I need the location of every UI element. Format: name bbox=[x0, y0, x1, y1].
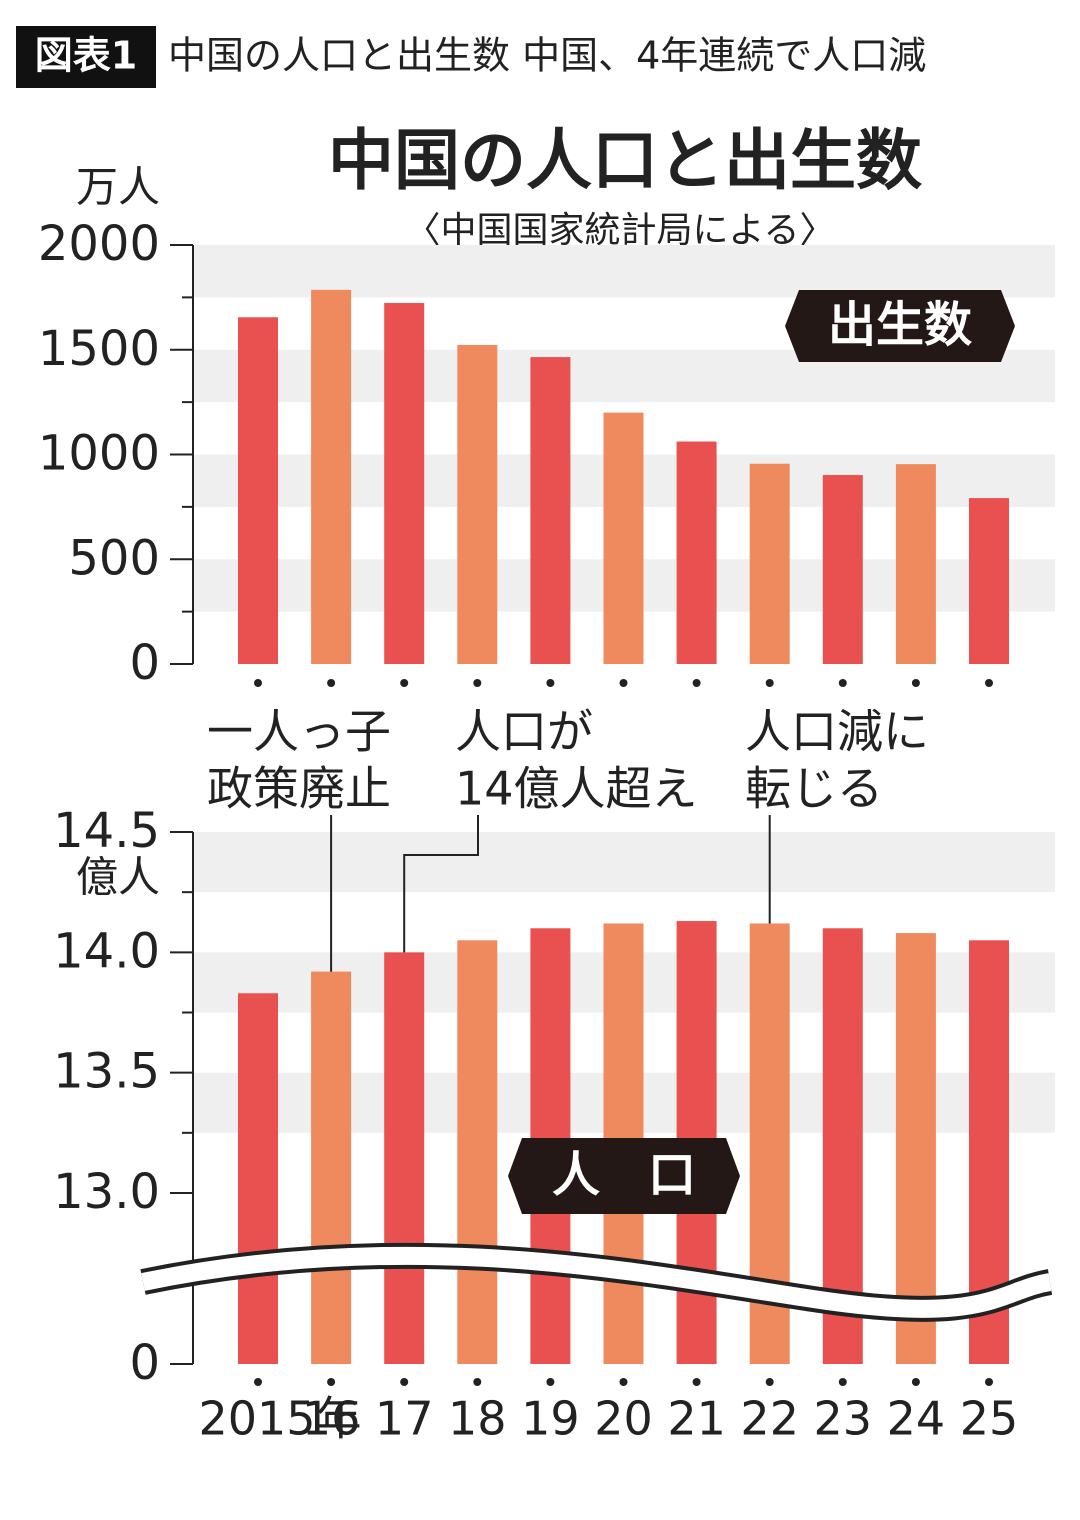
dot bbox=[838, 679, 847, 687]
bar bbox=[530, 357, 571, 664]
x-tick-label: 2015年 bbox=[198, 1392, 361, 1446]
dot bbox=[327, 1378, 336, 1386]
dot bbox=[546, 1378, 555, 1386]
bar bbox=[457, 940, 498, 1364]
bar bbox=[457, 344, 498, 664]
dot bbox=[546, 679, 555, 687]
badge: 人 口 bbox=[552, 1147, 696, 1203]
x-tick-label: 25 bbox=[960, 1392, 1019, 1446]
annotation: 人口が bbox=[455, 705, 593, 759]
dot bbox=[985, 679, 993, 687]
header-badge: 図表1 bbox=[35, 34, 137, 78]
bar bbox=[676, 441, 717, 664]
badge-box bbox=[785, 290, 1015, 362]
y-tick-label: 0 bbox=[129, 1335, 160, 1391]
dot bbox=[692, 1378, 701, 1386]
y-tick-label: 1000 bbox=[38, 426, 160, 482]
annotation: 人口減に bbox=[745, 705, 929, 759]
grid-band bbox=[193, 245, 1055, 298]
y-tick-label: 13.0 bbox=[53, 1164, 160, 1220]
bar bbox=[238, 317, 278, 664]
y-tick-label: 1500 bbox=[38, 321, 160, 377]
dot bbox=[473, 679, 482, 687]
bar bbox=[311, 289, 352, 664]
bar bbox=[384, 303, 425, 664]
y-unit: 億人 bbox=[76, 853, 160, 902]
dot bbox=[327, 679, 336, 687]
header-badge-box bbox=[16, 26, 156, 88]
annotation: 14億人超え bbox=[455, 762, 698, 816]
x-tick-label: 23 bbox=[814, 1392, 873, 1446]
x-tick-label: 24 bbox=[887, 1392, 946, 1446]
chart-subtitle: 〈中国国家統計局による〉 bbox=[405, 210, 836, 251]
y-tick-label: 13.5 bbox=[53, 1044, 160, 1100]
x-tick-label: 19 bbox=[521, 1392, 580, 1446]
annotation: 転じる bbox=[745, 762, 883, 816]
y-tick-label: 500 bbox=[68, 530, 160, 586]
dot bbox=[400, 679, 409, 687]
badge: 出生数 bbox=[828, 297, 972, 353]
dot bbox=[838, 1378, 847, 1386]
axis-break bbox=[141, 1246, 1052, 1318]
dot bbox=[692, 679, 701, 687]
bar bbox=[895, 464, 936, 664]
dot bbox=[254, 1378, 262, 1386]
bar bbox=[603, 412, 644, 664]
x-tick-label: 20 bbox=[594, 1392, 653, 1446]
badge-box bbox=[508, 1138, 740, 1214]
bar bbox=[895, 933, 936, 1364]
dot bbox=[765, 1378, 774, 1386]
header-title: 中国の人口と出生数 中国、4年連続で人口減 bbox=[168, 34, 926, 78]
x-tick-label: 18 bbox=[448, 1392, 507, 1446]
y-tick-label: 14.0 bbox=[53, 923, 160, 979]
dot bbox=[985, 1378, 993, 1386]
dot bbox=[911, 679, 920, 687]
chart-title: 中国の人口と出生数 bbox=[328, 122, 922, 199]
annotation: 一人っ子 bbox=[207, 705, 391, 759]
y-tick-label: 14.5 bbox=[53, 803, 160, 859]
bar bbox=[749, 463, 790, 664]
annotation-leader bbox=[403, 815, 479, 953]
dot bbox=[619, 679, 628, 687]
dot bbox=[765, 679, 774, 687]
dot bbox=[911, 1378, 920, 1386]
annotation: 政策廃止 bbox=[207, 762, 391, 816]
x-tick-label: 21 bbox=[667, 1392, 726, 1446]
x-tick-label: 16 bbox=[302, 1392, 361, 1446]
bar bbox=[238, 993, 278, 1364]
y-tick-label: 2000 bbox=[38, 216, 160, 272]
y-unit: 万人 bbox=[76, 163, 160, 212]
dot bbox=[254, 679, 262, 687]
dot bbox=[400, 1378, 409, 1386]
x-tick-label: 22 bbox=[740, 1392, 799, 1446]
grid-band bbox=[193, 832, 1055, 893]
bar bbox=[969, 498, 1009, 664]
x-tick-label: 17 bbox=[375, 1392, 434, 1446]
bar bbox=[384, 952, 425, 1364]
bar bbox=[822, 475, 863, 664]
dot bbox=[473, 1378, 482, 1386]
y-tick-label: 0 bbox=[129, 635, 160, 691]
bar bbox=[311, 971, 352, 1364]
dot bbox=[619, 1378, 628, 1386]
